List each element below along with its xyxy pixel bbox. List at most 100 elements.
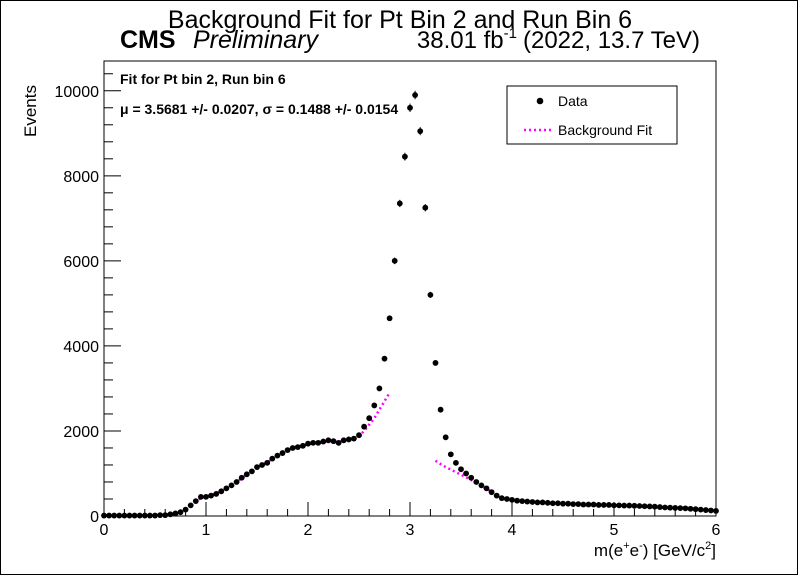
data-point	[131, 512, 138, 519]
data-marker	[249, 468, 255, 475]
data-point	[580, 501, 587, 508]
data-point	[555, 500, 561, 507]
data-point	[534, 499, 541, 506]
data-point	[549, 500, 556, 507]
data-point	[657, 504, 663, 510]
x-tick-label: 4	[508, 522, 517, 539]
data-marker	[646, 503, 653, 510]
data-point	[595, 502, 602, 508]
data-point	[667, 504, 673, 511]
data-point	[177, 509, 184, 516]
data-marker	[483, 485, 490, 492]
data-point	[259, 462, 265, 468]
data-point	[504, 496, 510, 502]
data-point	[106, 512, 112, 519]
data-point	[249, 468, 255, 475]
data-marker	[289, 445, 296, 451]
cms-label: CMS	[120, 26, 176, 54]
data-point	[101, 512, 107, 519]
data-point	[376, 385, 383, 392]
data-point	[651, 503, 658, 510]
data-marker	[351, 435, 357, 442]
data-marker	[131, 512, 138, 519]
data-marker	[126, 512, 133, 519]
data-marker	[631, 502, 638, 509]
data-marker	[692, 506, 699, 513]
data-marker	[243, 471, 250, 478]
legend-box	[506, 85, 678, 145]
data-point	[611, 502, 617, 509]
data-point	[606, 502, 612, 508]
data-marker	[381, 355, 388, 362]
chart-title: Background Fit for Pt Bin 2 and Run Bin …	[168, 6, 632, 34]
data-marker	[366, 415, 373, 422]
data-point	[422, 204, 429, 212]
data-point	[136, 512, 143, 519]
data-marker	[682, 505, 689, 512]
data-marker	[687, 505, 694, 512]
data-marker	[340, 437, 347, 444]
data-point	[539, 499, 546, 506]
data-marker	[713, 507, 719, 514]
data-marker	[101, 512, 107, 519]
y-tick-label: 2000	[63, 424, 99, 441]
data-point	[213, 490, 220, 497]
data-marker	[447, 451, 454, 458]
data-marker	[371, 402, 378, 409]
data-marker	[167, 511, 174, 518]
data-point	[458, 466, 464, 473]
data-point	[453, 459, 459, 466]
data-point	[121, 512, 128, 519]
data-marker	[335, 439, 342, 446]
data-point	[463, 470, 469, 477]
y-tick-label: 4000	[63, 339, 99, 356]
data-point	[274, 452, 281, 459]
data-marker	[529, 499, 536, 505]
data-point	[187, 502, 194, 509]
data-marker	[121, 512, 128, 519]
data-marker	[218, 488, 225, 495]
data-marker	[412, 92, 418, 98]
data-marker	[473, 479, 480, 485]
data-marker	[697, 506, 704, 513]
data-point	[412, 90, 418, 100]
data-marker	[427, 291, 434, 298]
data-point	[330, 438, 337, 445]
data-point	[702, 507, 709, 513]
data-marker	[208, 492, 215, 499]
data-point	[345, 436, 352, 443]
data-marker	[662, 504, 668, 511]
data-marker	[493, 492, 500, 499]
data-marker	[468, 474, 475, 481]
data-point	[116, 512, 123, 519]
data-marker	[488, 489, 495, 496]
data-marker	[595, 502, 602, 508]
axes: 0 1 2 3 4 5 6 0 2000 4000 6000 8000 10000	[55, 73, 721, 539]
data-marker	[458, 466, 464, 473]
data-marker	[667, 504, 673, 511]
data-point	[391, 257, 398, 265]
data-marker	[442, 434, 449, 441]
data-point	[361, 423, 367, 430]
data-point	[697, 506, 704, 513]
data-marker	[274, 452, 281, 459]
data-point	[147, 512, 153, 519]
data-point	[713, 507, 719, 514]
data-marker	[498, 495, 505, 502]
data-point	[315, 439, 322, 446]
data-point	[514, 497, 520, 504]
data-point	[233, 479, 240, 485]
data-marker	[570, 501, 577, 507]
data-point	[162, 512, 169, 519]
data-marker	[345, 436, 352, 443]
data-marker	[600, 502, 607, 508]
data-marker	[621, 502, 628, 509]
data-point	[325, 437, 332, 444]
data-point	[320, 438, 327, 445]
data-point	[356, 432, 362, 439]
data-point	[483, 485, 490, 492]
data-point	[585, 501, 592, 508]
data-point	[417, 127, 424, 136]
x-tick-label: 1	[202, 522, 211, 539]
data-point	[152, 512, 158, 519]
